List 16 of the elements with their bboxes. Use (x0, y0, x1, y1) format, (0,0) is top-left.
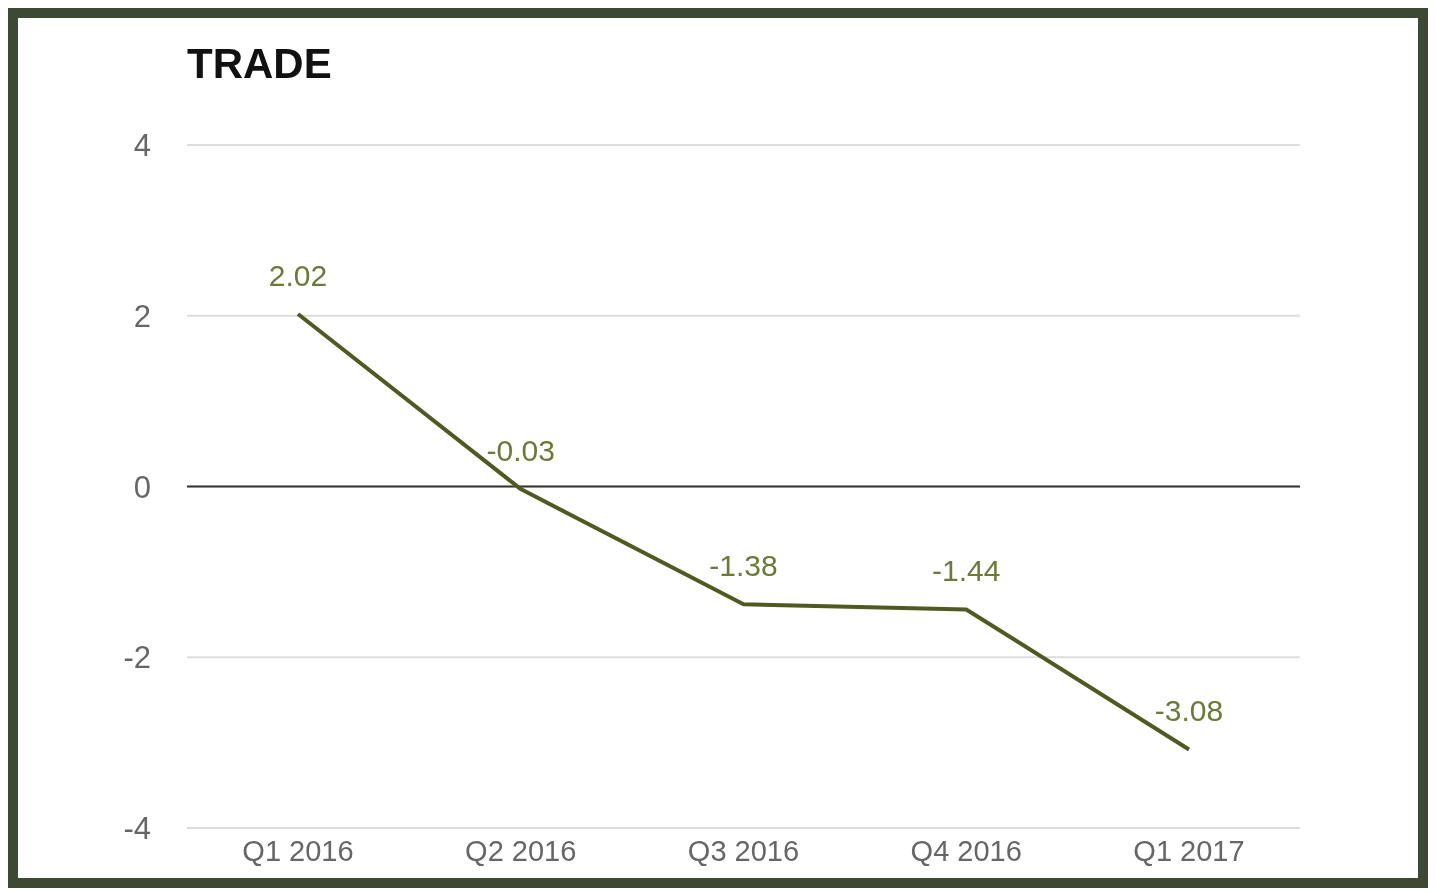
y-tick-label: 0 (133, 469, 151, 505)
chart-title: TRADE (187, 40, 332, 88)
y-tick-label: 2 (133, 298, 151, 334)
data-label: -1.44 (932, 554, 1001, 588)
y-tick-label: -4 (123, 811, 151, 847)
data-label: 2.02 (268, 259, 328, 293)
x-tick-label: Q1 2017 (1133, 834, 1245, 867)
data-label: -1.38 (709, 549, 778, 583)
x-tick-label: Q4 2016 (910, 834, 1022, 867)
y-tick-label: 4 (133, 128, 151, 164)
x-tick-label: Q2 2016 (465, 834, 577, 867)
data-label: -0.03 (486, 434, 555, 468)
x-tick-label: Q3 2016 (687, 834, 800, 867)
y-tick-label: -2 (123, 640, 151, 676)
x-tick-label: Q1 2016 (242, 834, 354, 867)
data-label: -3.08 (1154, 694, 1224, 728)
